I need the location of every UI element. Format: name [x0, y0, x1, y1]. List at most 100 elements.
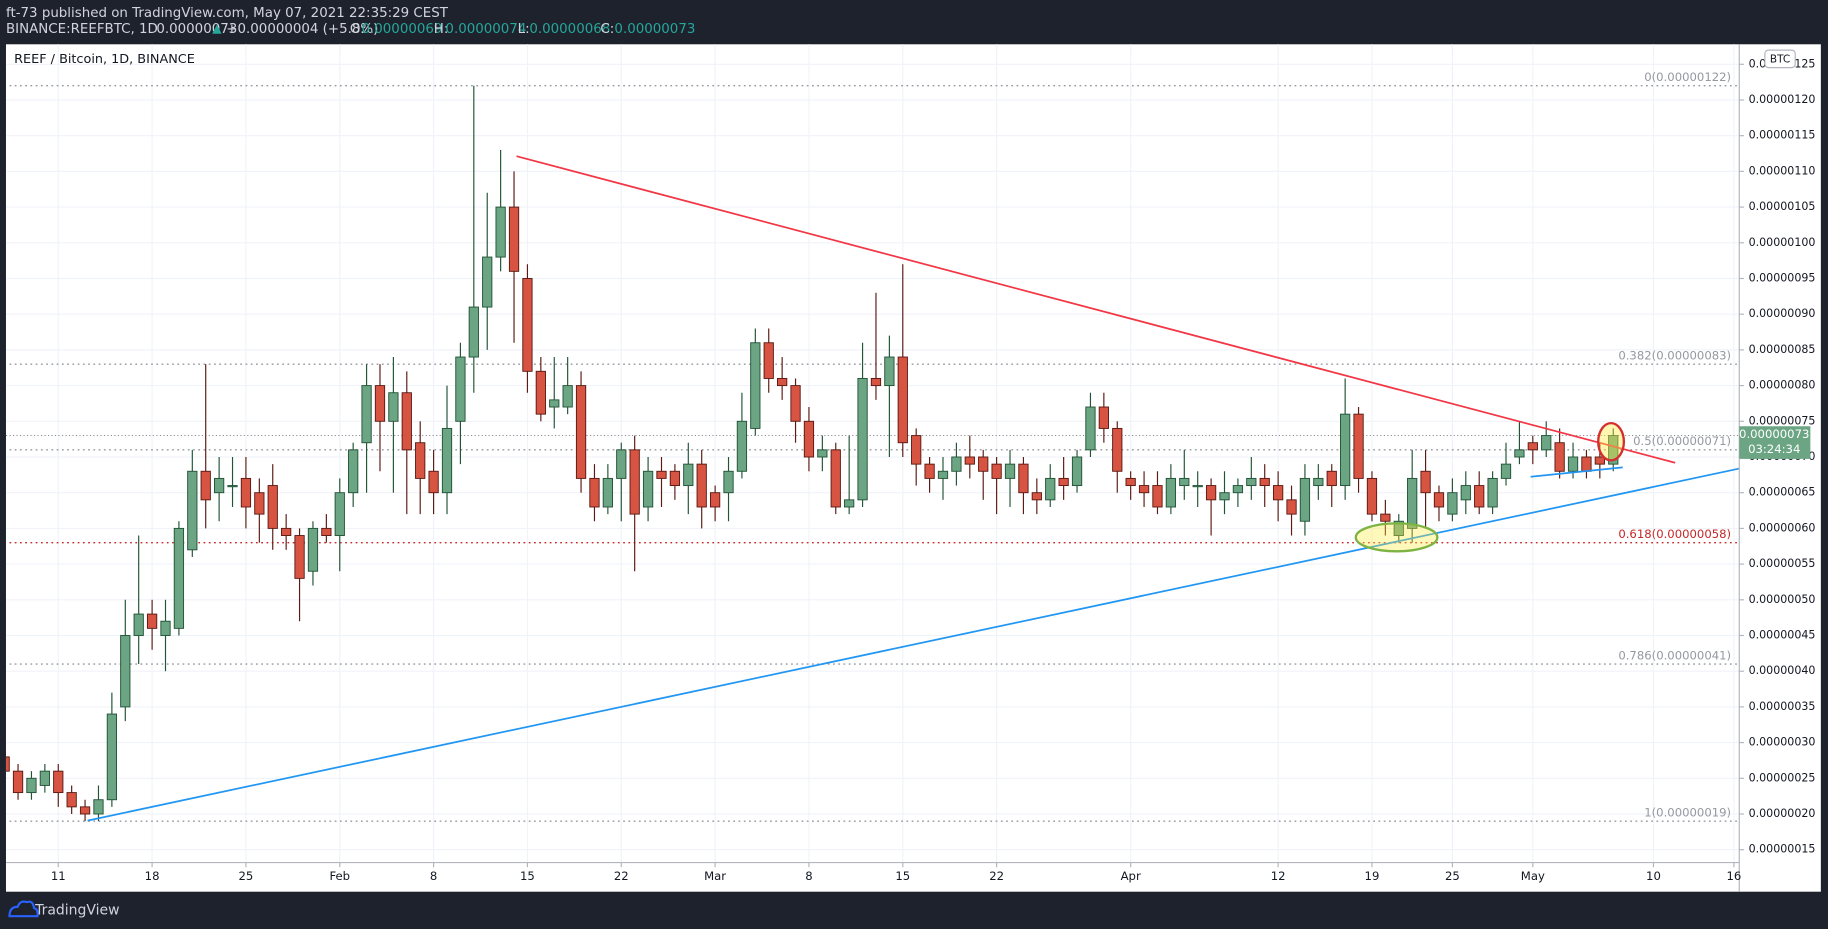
symbol: BINANCE:REEFBTC, 1D	[6, 22, 158, 37]
candle-body	[1179, 477, 1190, 487]
fib-label: 1(0.00000019)	[1644, 805, 1731, 819]
chart-panel	[5, 44, 1821, 892]
candle-body	[1447, 492, 1458, 515]
candle-body	[1085, 406, 1096, 451]
candle-body	[709, 492, 721, 508]
candle-body	[763, 342, 774, 379]
candle-body	[830, 449, 841, 508]
candle-body	[924, 463, 935, 479]
candle-body	[334, 492, 345, 537]
candle-body	[937, 470, 949, 479]
candle-body	[978, 456, 989, 472]
candle-body	[736, 420, 748, 472]
fib-label: 0(0.00000122)	[1644, 70, 1731, 84]
candle-body	[1192, 485, 1203, 488]
candle-body	[1433, 492, 1445, 508]
candle-body	[1380, 513, 1391, 522]
candle-body	[723, 470, 734, 494]
candle-body	[817, 449, 828, 458]
y-tick-label: 0.00000075	[1749, 414, 1816, 427]
candle-body	[1004, 463, 1016, 479]
candles	[5, 85, 1619, 822]
candle-body	[5, 756, 10, 772]
candle-body	[227, 485, 238, 488]
x-tick-label: 11	[51, 869, 66, 883]
change: +0.00000004 (+5.8%)	[226, 22, 378, 37]
y-tick-label: 0.00000055	[1749, 557, 1816, 570]
candle-body	[12, 770, 24, 794]
fib-levels: 0(0.00000122) 0.382(0.00000083) 0.5(0.0000…	[5, 70, 1740, 822]
y-tick-label: 0.00000115	[1749, 129, 1816, 142]
candle-body	[1474, 485, 1485, 508]
candle-body	[93, 799, 104, 815]
y-tick-label: 0.00000015	[1749, 843, 1816, 856]
drawings	[87, 155, 1740, 822]
support-line	[87, 467, 1740, 822]
x-tick-label: 8	[805, 869, 812, 883]
candle-body	[1500, 463, 1512, 479]
candle-body	[495, 206, 506, 258]
last-value: 0.00000073	[156, 22, 237, 37]
x-tick-label: Mar	[704, 869, 726, 883]
fib-label: 0.5(0.00000071)	[1633, 434, 1731, 448]
candle-body	[508, 206, 520, 272]
y-tick-label: 0.00000085	[1749, 343, 1816, 356]
y-tick-label: 0.00000090	[1749, 307, 1816, 320]
candle-body	[1393, 520, 1404, 537]
x-tick-label: 19	[1365, 869, 1380, 883]
candle-body	[1340, 413, 1351, 487]
candle-body	[66, 792, 77, 808]
published-line: ft-73 published on TradingView.com, May …	[6, 6, 449, 21]
brand: TradingView	[34, 902, 119, 918]
candle-body	[1594, 456, 1605, 465]
candle-body	[629, 449, 640, 515]
candle-body	[562, 385, 573, 408]
fib-label: 0.786(0.00000041)	[1618, 648, 1731, 662]
y-tick-label: 0.00000110	[1749, 164, 1816, 177]
candle-body	[267, 485, 278, 529]
candle-body	[348, 449, 359, 494]
candle-body	[307, 527, 319, 572]
countdown: 03:24:34	[1748, 442, 1800, 456]
last-price-label: 0.00000073	[1739, 427, 1809, 441]
currency: BTC	[1770, 53, 1790, 65]
logo	[8, 900, 39, 918]
x-tick-label: May	[1521, 869, 1545, 883]
candle-body	[656, 470, 667, 479]
ohlc-value: 0.00000069	[361, 22, 442, 37]
candle-body	[26, 777, 37, 794]
currency-badge	[1764, 49, 1796, 69]
candle-body	[884, 356, 895, 387]
candle-body	[1326, 470, 1337, 487]
candle-body	[1554, 442, 1565, 472]
candle-body	[441, 427, 453, 494]
last-price-tag	[1739, 426, 1811, 459]
y-tick-label: 0.00000065	[1749, 486, 1816, 499]
y-tick-label: 0.00000100	[1749, 236, 1816, 249]
candle-body	[1205, 485, 1217, 501]
candle-body	[1527, 442, 1538, 451]
candle-body	[1125, 477, 1136, 487]
x-tick-label: 22	[989, 869, 1004, 883]
candle-body	[321, 527, 332, 537]
candle-body	[1286, 499, 1297, 515]
ohlc-key: O:	[350, 22, 365, 37]
candle-body	[1018, 463, 1029, 494]
candle-body	[1031, 492, 1042, 501]
y-tick-label: 0.00000040	[1749, 664, 1816, 677]
candle-body	[388, 392, 399, 422]
x-tick-label: 18	[145, 869, 160, 883]
candle-body	[1045, 477, 1056, 501]
candle-body	[1299, 477, 1311, 522]
y-tick-label: 0.00000105	[1749, 200, 1816, 213]
candle-body	[1058, 477, 1069, 487]
candle-body	[1152, 485, 1163, 508]
candle-body	[911, 435, 922, 465]
candle-body	[79, 806, 91, 815]
candle-body	[1232, 485, 1244, 494]
candle-body	[294, 535, 305, 579]
candle-body	[870, 377, 882, 387]
x-tick-label: 8	[430, 869, 437, 883]
highlight-ellipse	[1354, 522, 1439, 553]
candle-body	[1567, 456, 1579, 472]
